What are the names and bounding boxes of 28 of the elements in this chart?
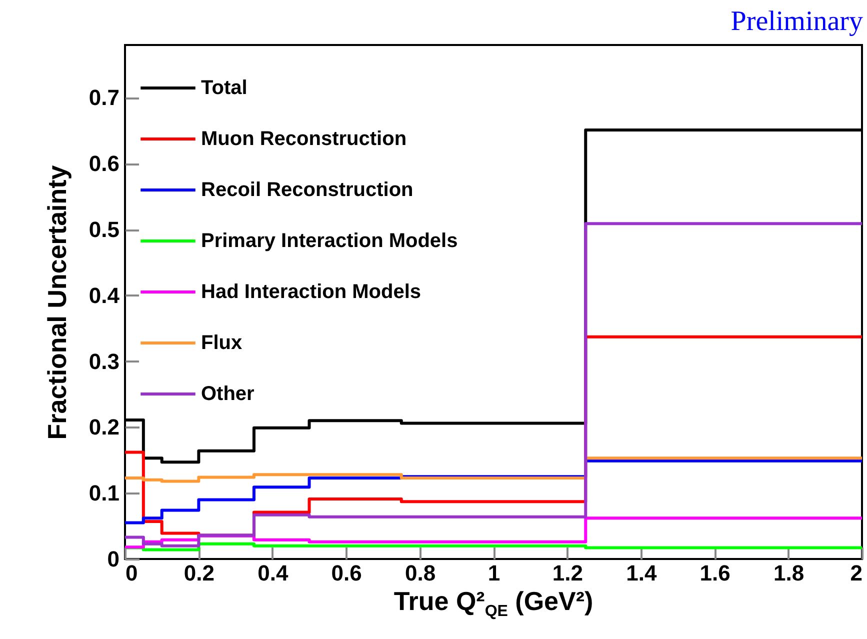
x-tick-label: 1.2 [552,560,583,586]
x-tick-label: 1.4 [626,560,658,586]
y-tick-label: 0.2 [88,414,120,440]
legend-label: Total [201,77,248,99]
y-tick-label: 0.7 [88,85,120,110]
legend-label: Flux [201,332,242,354]
x-tick-label: 0 [126,560,138,586]
legend-label: Muon Reconstruction [201,128,407,150]
x-axis-title: True Q²$_{QE}$ (GeV²) [392,586,594,622]
x-tick-label: 1.6 [700,560,730,586]
x-tick-label: 0.2 [184,560,214,586]
legend-label: Other [201,383,255,405]
x-tick-label: 0.8 [405,560,436,586]
y-tick-label: 0.6 [88,151,120,176]
x-tick-label: 2 [850,560,862,586]
y-tick-label: 0.4 [88,282,120,308]
y-axis-title: Fractional Uncertainty [42,164,72,440]
y-tick-label: 0.1 [88,480,120,506]
text: Preliminary [730,6,863,38]
x-tick-label: 0.4 [258,560,289,586]
x-tick-label: 1 [488,560,500,586]
legend-label: Primary Interaction Models [201,230,458,252]
y-tick-label: 0.5 [88,217,120,242]
legend-label: Had Interaction Models [201,281,422,303]
y-tick-label: 0.3 [88,348,120,374]
legend-label: Recoil Reconstruction [201,179,414,201]
x-tick-label: 0.6 [331,560,362,586]
x-tick-label: 1.8 [774,560,804,586]
